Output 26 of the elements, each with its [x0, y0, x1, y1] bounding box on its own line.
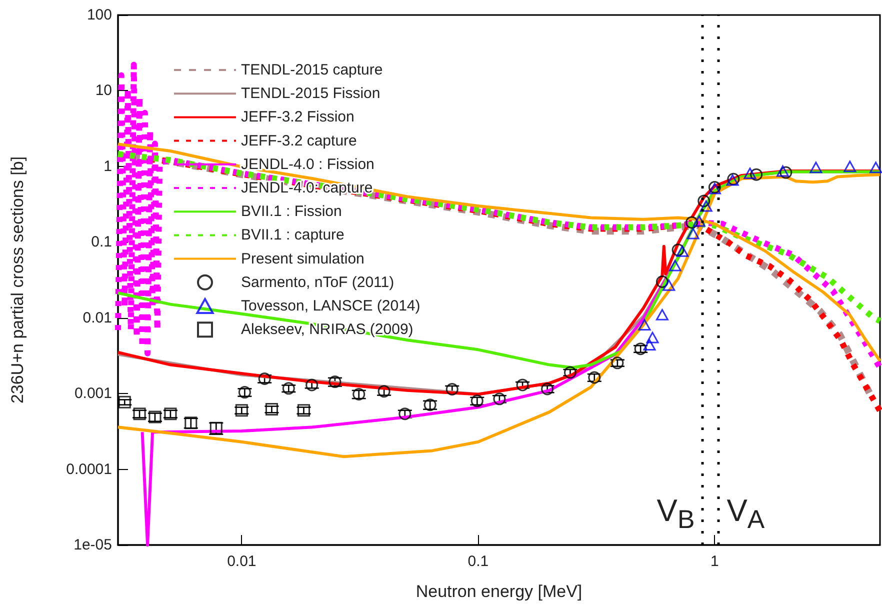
y-tick-label: 0.001 [74, 385, 112, 402]
x-axis-title: Neutron energy [MeV] [416, 582, 582, 601]
y-axis-title: 236U+n partial cross sections [b] [8, 156, 27, 404]
y-tick-label: 0.1 [91, 234, 112, 251]
x-tick-label: 0.01 [227, 553, 256, 570]
legend-label: TENDL-2015 Fission [241, 85, 380, 102]
y-tick-label: 1 [104, 158, 112, 175]
legend-label: JEFF-3.2 capture [241, 132, 357, 150]
legend-label: JENDL-4.0: capture [241, 180, 373, 196]
y-tick-label: 100 [86, 6, 112, 24]
y-tick-label: 0.0001 [66, 460, 112, 478]
legend-label: JEFF-3.2 Fission [241, 108, 354, 126]
y-tick-label: 0.01 [82, 309, 112, 326]
ref-line-label: V$_{B}$ [656, 493, 695, 534]
legend-label: Sarmento, nToF (2011) [241, 274, 394, 291]
x-tick-label: 0.1 [468, 553, 489, 570]
legend-label: JENDL-4.0 : Fission [241, 156, 374, 173]
legend-label: Present simulation [241, 250, 364, 268]
ref-line-label: V$_{A}$ [726, 493, 765, 534]
x-tick-label: 1 [710, 553, 719, 570]
legend-label: BVII.1 : capture [241, 226, 344, 244]
legend-label: BVII.1 : Fission [241, 203, 342, 220]
y-tick-label: 10 [95, 82, 112, 100]
y-tick-label: 1e-05 [74, 536, 112, 554]
legend-label: TENDL-2015 capture [241, 62, 383, 78]
legend-label: Tovesson, LANSCE (2014) [241, 298, 420, 314]
